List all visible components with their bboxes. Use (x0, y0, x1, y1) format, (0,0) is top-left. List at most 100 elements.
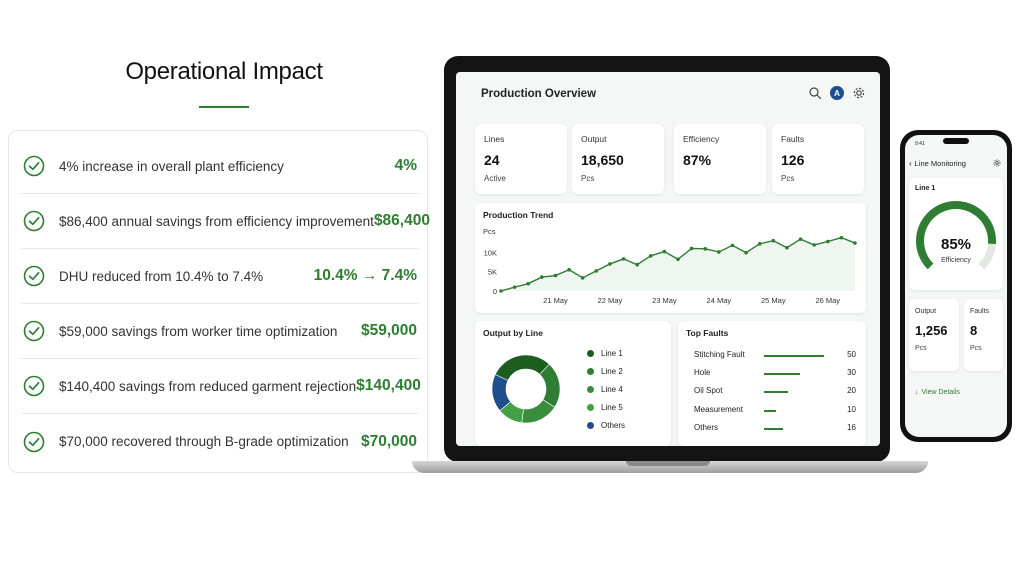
efficiency-gauge (916, 201, 996, 270)
fault-name: Stitching Fault (694, 350, 745, 359)
legend-dot (587, 422, 594, 429)
top-faults-card: Top Faults Stitching Fault 50 Hole 30 Oil … (678, 321, 866, 446)
production-trend-card: Production Trend Pcs 0 5K 10K 21 May 22 May 23… (475, 203, 866, 313)
efficiency-gauge-card: Line 1 85% Efficiency (909, 178, 1003, 290)
kpi-card-lines[interactable]: Lines 24 Active (475, 124, 567, 194)
legend-dot (587, 350, 594, 357)
dashboard-toolbar: A (808, 86, 866, 100)
avatar[interactable]: A (830, 86, 844, 100)
fault-count: 16 (847, 423, 856, 432)
trend-point (567, 267, 571, 272)
trend-point (757, 242, 762, 246)
settings-icon[interactable] (852, 86, 866, 100)
trend-point (812, 243, 816, 247)
y-axis-label: Pcs (483, 227, 496, 236)
check-circle-icon (23, 155, 45, 177)
legend-dot (587, 404, 594, 411)
x-tick-label: 22 May (598, 296, 623, 305)
output-value: 1,256 (915, 323, 948, 338)
kpi-value: 24 (484, 152, 500, 168)
faults-value: 8 (970, 323, 978, 338)
kpi-value: 87% (683, 152, 712, 168)
y-tick-label: 5K (488, 268, 497, 277)
trend-point (526, 281, 531, 286)
kpi-sub: Pcs (581, 174, 595, 183)
settings-icon[interactable] (993, 159, 1001, 167)
check-circle-icon (23, 210, 45, 232)
laptop-base (412, 461, 928, 473)
phone-header[interactable]: ‹ Line Monitoring (909, 159, 966, 168)
x-tick-label: 23 May (652, 296, 677, 305)
impact-text: $59,000 savings from worker time optimiz… (59, 323, 338, 339)
kpi-value: 126 (781, 152, 805, 168)
trend-point (608, 262, 612, 266)
legend-item: Others (587, 421, 625, 430)
impact-text: 4% increase in overall plant efficiency (59, 158, 284, 174)
x-tick-label: 25 May (761, 296, 786, 305)
check-circle-icon (23, 320, 45, 342)
trend-point (717, 250, 721, 254)
impact-item: $86,400 annual savings from efficiency i… (21, 194, 430, 249)
phone-output-card[interactable]: Output 1,256 Pcs (909, 299, 959, 371)
impact-value: $140,400 (356, 377, 421, 394)
trend-point (839, 235, 844, 240)
legend-item: Line 5 (587, 403, 623, 412)
legend-label: Line 5 (601, 403, 623, 412)
impact-item: $140,400 savings from reduced garment re… (21, 359, 421, 414)
impact-item: $70,000 recovered through B-grade optimi… (21, 414, 419, 469)
faults-sub: Pcs (970, 345, 982, 352)
impact-text: $70,000 recovered through B-grade optimi… (59, 434, 349, 449)
fault-row: Stitching Fault 50 (694, 350, 856, 362)
trend-point (621, 257, 626, 261)
line-name: Line 1 (915, 185, 936, 192)
fault-count: 50 (847, 350, 856, 359)
check-circle-icon (23, 431, 45, 452)
impact-item: 4% increase in overall plant efficiency … (21, 139, 419, 194)
output-title: Output by Line (483, 328, 543, 338)
fault-count: 20 (847, 386, 856, 395)
phone-faults-card[interactable]: Faults 8 Pcs (964, 299, 1003, 371)
check-circle-icon (23, 265, 45, 287)
page-title: Operational Impact (125, 58, 323, 85)
legend-dot (587, 368, 594, 375)
y-tick-label: 10K (484, 248, 497, 257)
kpi-card-faults[interactable]: Faults 126 Pcs (772, 124, 864, 194)
kpi-label: Faults (781, 134, 805, 144)
phone-time: 9:41 (915, 141, 925, 147)
x-tick-label: 21 May (543, 296, 568, 305)
trend-point (512, 285, 517, 289)
gauge-fill (916, 201, 996, 270)
legend-label: Line 4 (601, 385, 623, 394)
x-tick-label: 26 May (815, 296, 840, 305)
kpi-sub: Pcs (781, 174, 795, 183)
arrow-down-icon: ↓ (915, 389, 919, 396)
trend-point (540, 275, 544, 279)
output-by-line-card: Output by Line Line 1 Line 2 Line 4 Line… (475, 321, 671, 446)
trend-point (853, 241, 857, 245)
trend-point (676, 257, 680, 262)
impact-text: DHU reduced from 10.4% to 7.4% (59, 268, 264, 284)
donut-slice (494, 354, 550, 381)
trend-point (499, 289, 503, 293)
fault-bar (764, 428, 784, 430)
legend-label: Line 1 (601, 349, 623, 358)
search-icon[interactable] (808, 86, 822, 100)
view-details-link[interactable]: ↓ View Details (915, 389, 960, 396)
impact-list: 4% increase in overall plant efficiency … (8, 130, 430, 473)
phone-screen: 9:41 ‹ Line Monitoring Line 1 85% Effici… (905, 135, 1007, 437)
check-circle-icon (23, 375, 45, 397)
donut-slice (491, 374, 512, 412)
impact-text: $140,400 savings from reduced garment re… (59, 378, 357, 394)
fault-name: Measurement (694, 405, 743, 414)
legend-label: Line 2 (601, 367, 623, 376)
chevron-left-icon[interactable]: ‹ (909, 159, 912, 168)
fault-count: 30 (847, 368, 856, 377)
impact-value: 4% (394, 157, 417, 174)
trend-point (744, 250, 748, 255)
kpi-card-efficiency[interactable]: Efficiency 87% (674, 124, 766, 194)
legend-item: Line 1 (587, 349, 623, 358)
view-details-label: View Details (921, 389, 960, 396)
kpi-card-output[interactable]: Output 18,650 Pcs (572, 124, 664, 194)
impact-item: $59,000 savings from worker time optimiz… (21, 304, 419, 359)
